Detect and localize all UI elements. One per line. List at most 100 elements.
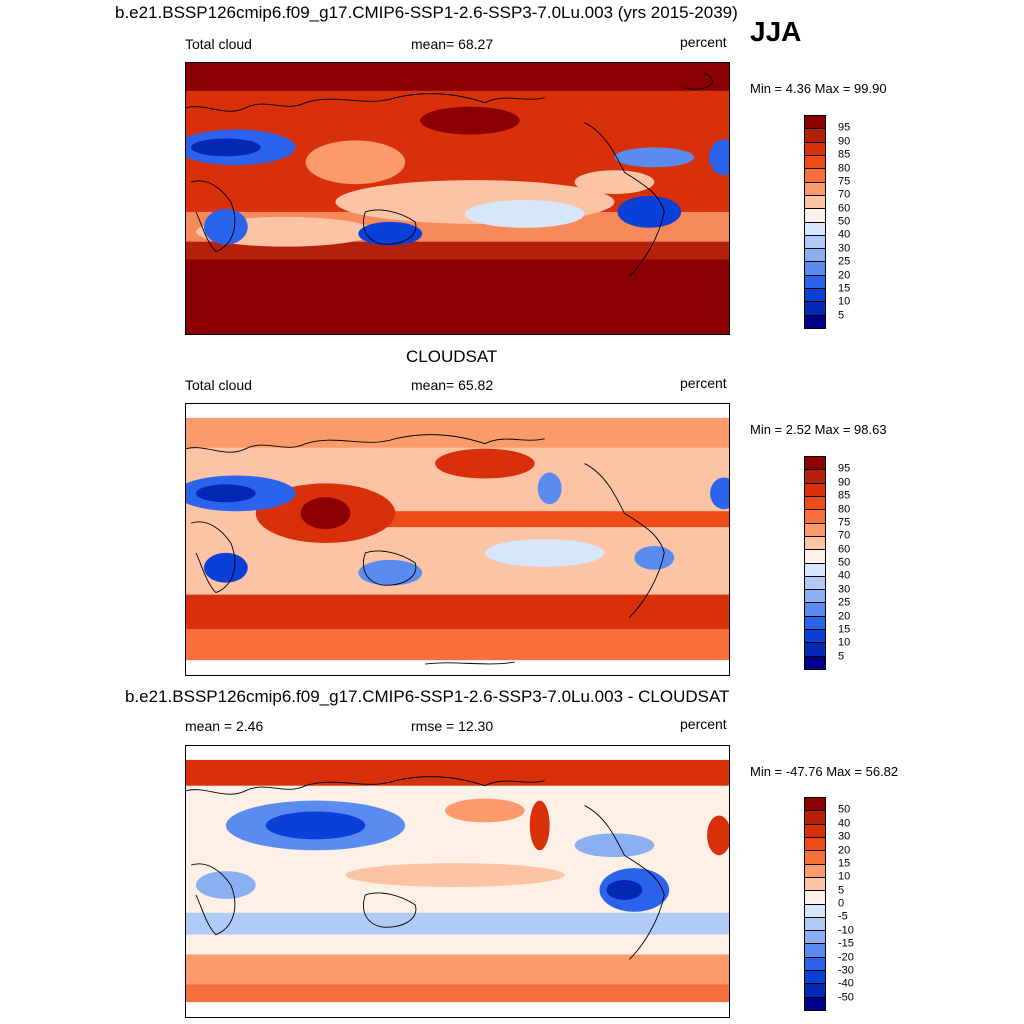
colorbar-swatch (805, 643, 825, 657)
colorbar-swatch (805, 824, 825, 838)
colorbar-label: 10 (838, 295, 851, 308)
colorbar-label: 10 (838, 870, 851, 883)
atlantic-negative (574, 833, 655, 858)
panel-1-title: b.e21.BSSP126cmip6.f09_g17.CMIP6-SSP1-2.… (115, 3, 738, 22)
colorbar-swatch (805, 877, 825, 892)
panel-3-colorbar (804, 797, 826, 1011)
colorbar-swatch (805, 483, 825, 497)
colorbar-label: 40 (838, 817, 851, 830)
africa-west-positive (707, 815, 729, 856)
south-america-clear (617, 196, 682, 228)
coastline-america (584, 463, 665, 618)
colorbar-label: 15 (838, 282, 851, 295)
north-band (186, 417, 729, 448)
north-pacific-positive (445, 798, 525, 823)
colorbar-label: -50 (838, 991, 854, 1004)
panel-1-colorbar (804, 115, 826, 329)
colorbar-swatch (805, 142, 825, 156)
colorbar-label: -40 (838, 977, 854, 990)
coastline-australia (363, 892, 417, 928)
colorbar-swatch (805, 656, 825, 669)
colorbar-swatch (805, 904, 825, 918)
colorbar-swatch (805, 563, 825, 577)
colorbar-swatch (805, 510, 825, 524)
colorbar-swatch (805, 811, 825, 825)
north-atlantic-clear (614, 147, 695, 168)
panel-2-variable-label: Total cloud (185, 377, 252, 393)
colorbar-swatch (805, 851, 825, 865)
colorbar-swatch (805, 590, 825, 604)
coastline-antarctica (425, 661, 515, 665)
panel-1-map (185, 62, 730, 335)
colorbar-label: 70 (838, 529, 851, 542)
no-data-south (186, 660, 729, 675)
colorbar-label: 95 (838, 121, 851, 134)
colorbar-label: 5 (838, 884, 845, 897)
colorbar-swatch (805, 630, 825, 644)
coastlines (186, 776, 665, 960)
colorbar-label: -5 (838, 910, 848, 923)
colorbar-label: 15 (838, 857, 851, 870)
colorbar-swatch (805, 235, 825, 250)
no-data-north (186, 746, 729, 760)
colorbar-label: 25 (838, 596, 851, 609)
colorbar-swatch (805, 222, 825, 236)
panel-1-units-label: percent (680, 34, 727, 50)
colorbar-label: 5 (838, 650, 845, 663)
subtropic-clear-patch (464, 199, 585, 228)
colorbar-label: -20 (838, 951, 854, 963)
california-positive (529, 800, 550, 851)
panel-2-units-label: percent (680, 375, 727, 391)
panel-1-map-svg (186, 63, 729, 334)
colorbar-label: 10 (838, 636, 851, 649)
colorbar-label: 50 (838, 215, 851, 228)
north-pacific-max (435, 448, 535, 479)
panel-2-mean-label: mean= 65.82 (411, 377, 494, 393)
south-band (186, 629, 729, 661)
australia-clear (358, 559, 423, 586)
colorbar-label: 90 (838, 476, 851, 489)
panel-3-map-svg (186, 746, 729, 1017)
tropical-pacific-positive (345, 863, 565, 887)
colorbar-swatch (805, 997, 825, 1010)
sahara-core (190, 138, 261, 157)
colorbar-label: 50 (838, 803, 851, 816)
colorbar-label: -15 (838, 937, 854, 950)
arctic-positive-band (186, 759, 729, 786)
coastline-africa (190, 180, 236, 253)
africa-east-clear (709, 139, 729, 176)
south-africa-clear (203, 552, 248, 583)
coastline-north (186, 776, 545, 795)
colorbar-swatch (805, 262, 825, 276)
panel-2-colorbar-labels: 95 90 85 80 75 70 60 50 40 30 25 20 15 1… (838, 456, 888, 670)
colorbar-swatch (805, 984, 825, 998)
south-america-negative-core (606, 880, 643, 900)
colorbar-label: 40 (838, 569, 851, 582)
colorbar-swatch (805, 470, 825, 484)
south-america-clear (634, 545, 675, 570)
colorbar-label: -10 (838, 924, 854, 937)
colorbar-label: 75 (838, 175, 851, 188)
sahara-core (195, 484, 256, 503)
coastlines (186, 72, 713, 277)
north-pacific-max (420, 106, 520, 135)
panel-3-minmax-label: Min = -47.76 Max = 56.82 (750, 764, 899, 779)
africa-negative (195, 871, 256, 899)
southern-band-2 (186, 984, 729, 1003)
south-pacific-clear (484, 539, 605, 567)
colorbar-label: 5 (838, 309, 845, 322)
colorbar-label: 70 (838, 188, 851, 201)
colorbar-label: 85 (838, 489, 851, 502)
panel-1-mean-label: mean= 68.27 (411, 36, 494, 52)
coastline-africa (190, 521, 236, 594)
coastline-africa (190, 863, 236, 936)
southern-positive-band (186, 954, 729, 985)
asia-negative-core (265, 811, 366, 840)
colorbar-swatch (805, 302, 825, 316)
colorbar-label: 95 (838, 462, 851, 475)
coastline-greenland (684, 72, 713, 90)
colorbar-swatch (805, 931, 825, 945)
australia-clear (358, 221, 423, 246)
colorbar-swatch (805, 182, 825, 196)
colorbar-label: 30 (838, 242, 851, 255)
